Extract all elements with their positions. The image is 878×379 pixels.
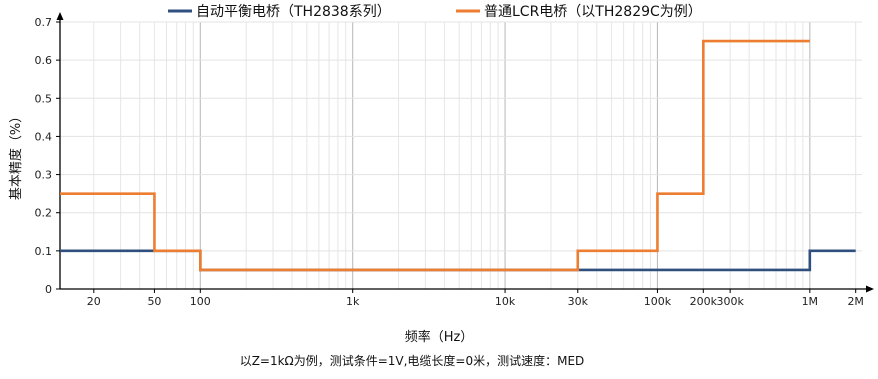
- x-tick-label: 100: [190, 295, 211, 308]
- y-axis-arrow: [56, 12, 64, 20]
- axis-layer: 0 0.1 0.2 0.3 0.4 0.5 0.6 0.7 20 50 100 1k 10k 30k 100…: [35, 12, 874, 308]
- y-tick-label: 0.5: [35, 92, 53, 105]
- x-tick-label: 200k: [690, 295, 718, 308]
- y-tick-label: 0.6: [35, 54, 53, 67]
- legend: 自动平衡电桥（TH2838系列） 普通LCR电桥（以TH2829C为例）: [168, 4, 702, 20]
- grid-layer: [60, 21, 862, 289]
- legend-label-2: 普通LCR电桥（以TH2829C为例）: [484, 4, 702, 20]
- x-tick-label: 10k: [495, 295, 516, 308]
- x-tick-label: 300k: [716, 295, 744, 308]
- x-axis-arrow: [866, 285, 874, 293]
- y-axis-title: 基本精度（%）: [8, 110, 24, 200]
- x-tick-label: 1k: [346, 295, 360, 308]
- x-tick-label: 100k: [644, 295, 672, 308]
- x-axis-title: 频率（Hz）: [405, 329, 474, 345]
- x-tick-label: 2M: [847, 295, 864, 308]
- y-tick-label: 0: [45, 283, 52, 296]
- legend-label-1: 自动平衡电桥（TH2838系列）: [196, 4, 391, 20]
- y-tick-label: 0.2: [35, 207, 53, 220]
- series-layer: [60, 39, 856, 272]
- x-tick-label: 1M: [802, 295, 819, 308]
- x-tick-label: 30k: [568, 295, 589, 308]
- x-tick-label: 20: [87, 295, 101, 308]
- y-tick-label: 0.7: [35, 16, 53, 29]
- y-tick-label: 0.1: [35, 245, 53, 258]
- x-tick-label: 50: [147, 295, 161, 308]
- y-tick-label: 0.4: [35, 130, 53, 143]
- series-line-1: [60, 249, 856, 272]
- chart-note: 以Z=1kΩ为例，测试条件=1V,电缆长度=0米，测试速度：MED: [240, 353, 585, 368]
- y-tick-label: 0.3: [35, 169, 53, 182]
- series-line-2: [60, 39, 810, 272]
